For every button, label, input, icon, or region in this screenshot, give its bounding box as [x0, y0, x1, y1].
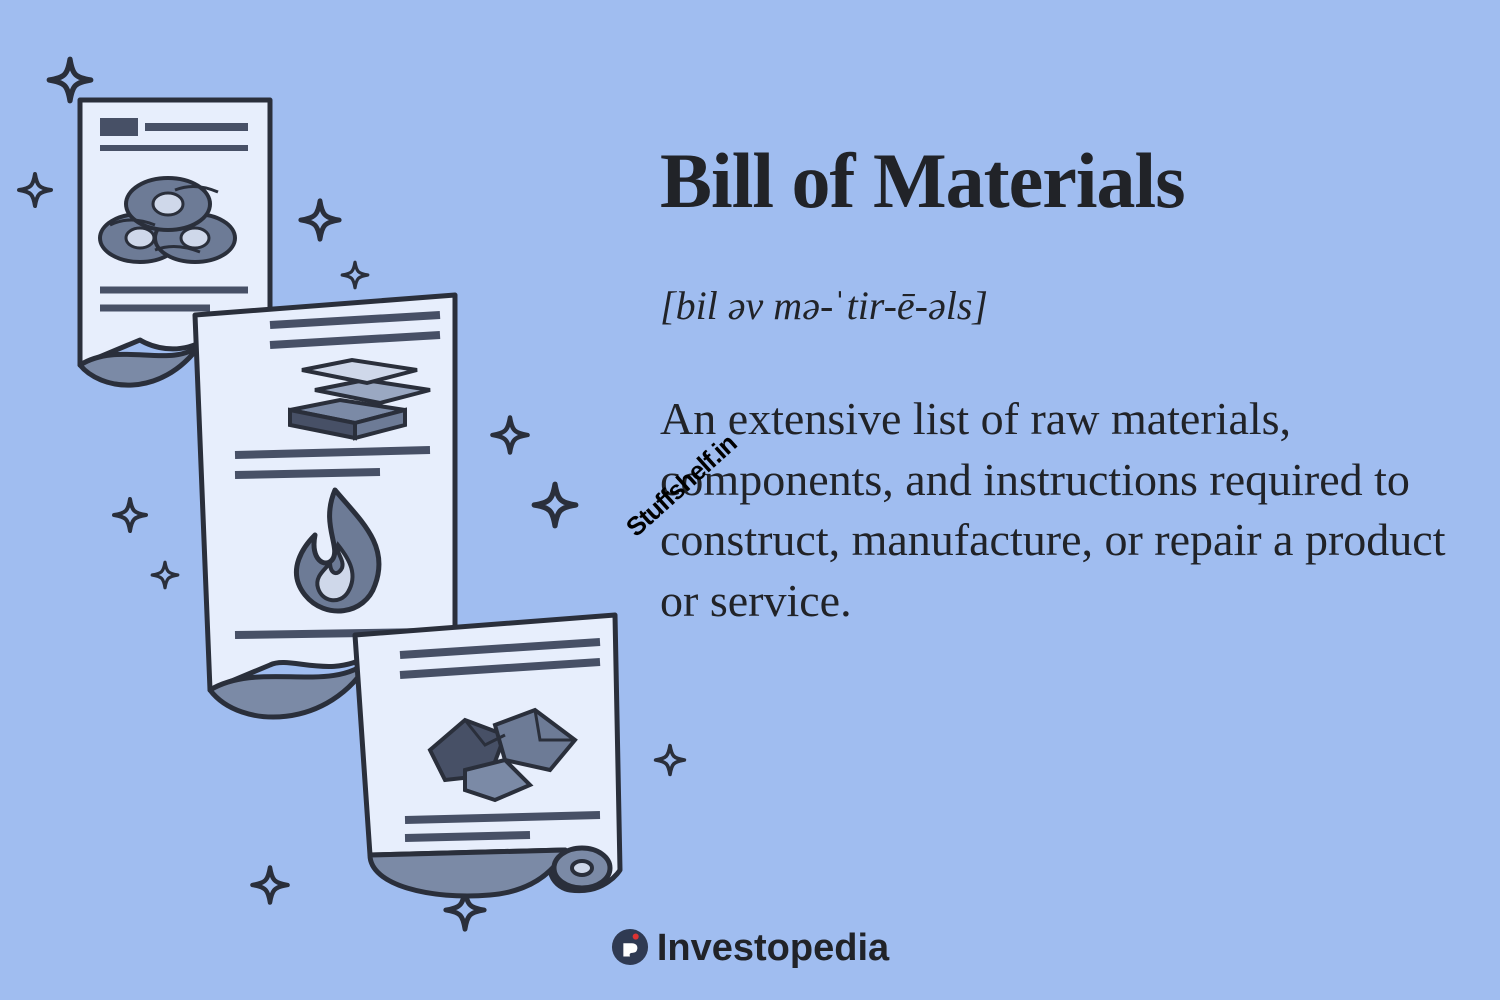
term-title: Bill of Materials	[660, 140, 1450, 222]
sparkle-icon	[49, 59, 91, 101]
scroll-panel-3	[355, 615, 620, 896]
definition-text: An extensive list of raw materials, comp…	[660, 389, 1450, 632]
brand-logo-icon	[611, 928, 649, 966]
sparkle-icon	[656, 746, 685, 775]
brand-footer: Investopedia	[0, 927, 1500, 970]
sparkle-icon	[342, 262, 368, 288]
sparkle-icon	[114, 499, 146, 531]
sparkle-icon	[252, 867, 287, 902]
pronunciation: [bil əv mə-ˈtir-ē-əls]	[660, 282, 1450, 329]
sparkle-icon	[534, 484, 576, 526]
sparkle-icon	[301, 201, 339, 239]
brand-name: Investopedia	[657, 927, 889, 969]
infographic-canvas: Bill of Materials [bil əv mə-ˈtir-ē-əls]…	[0, 0, 1500, 1000]
sparkle-icon	[492, 417, 527, 452]
text-column: Bill of Materials [bil əv mə-ˈtir-ē-əls]…	[660, 140, 1450, 632]
sparkle-icon	[152, 562, 178, 588]
sparkle-icon	[19, 174, 51, 206]
bom-scroll-illustration	[10, 40, 710, 960]
